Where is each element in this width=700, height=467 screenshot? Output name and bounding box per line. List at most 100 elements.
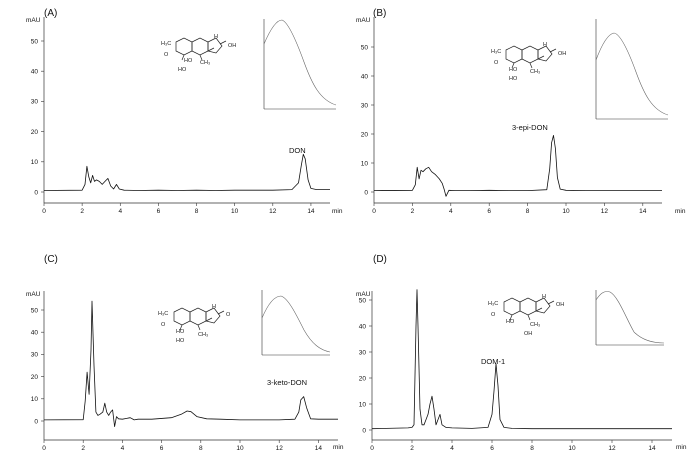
uv-spectrum-inset	[595, 19, 669, 120]
svg-text:H: H	[214, 34, 218, 40]
x-tick-label: 2	[80, 208, 84, 215]
y-tick-label: 30	[31, 99, 39, 106]
svg-text:HO: HO	[176, 338, 185, 344]
y-tick-label: 0	[34, 418, 38, 425]
uv-spectrum-inset	[595, 290, 665, 346]
panel-b: (B) mAU min 3-epi-DON 0 2 4 6 8 10 12 14 0 10 20 30…	[356, 8, 686, 215]
panel-label: (A)	[44, 8, 57, 19]
x-tick-label: 0	[370, 445, 374, 452]
x-tick-label: 0	[42, 208, 46, 215]
y-tick-label: 50	[31, 307, 39, 314]
panel-a: (A) mAU min DON 0 2 4 6 8 10 12 14 0 10 20 30 40 50 H…	[26, 8, 343, 215]
svg-text:H: H	[543, 42, 547, 48]
y-tick-label: 30	[359, 349, 367, 356]
svg-text:H₃C: H₃C	[158, 311, 168, 317]
svg-text:OH: OH	[524, 331, 532, 337]
molecular-structure-icon	[505, 45, 557, 69]
molecular-structure-icon	[503, 297, 555, 321]
x-tick-label: 8	[199, 445, 203, 452]
structure-labels: H₃C O HO HO CH₃ H O	[158, 304, 231, 344]
x-tick-label: 12	[276, 445, 284, 452]
x-axis-label: min	[332, 208, 343, 215]
y-tick-label: 20	[359, 375, 367, 382]
peak-label: DON	[289, 146, 306, 155]
panel-c: (C) mAU min 3-keto-DON 0 2 4 6 8 10 12 14 0 10 20 3…	[26, 254, 344, 452]
x-tick-label: 0	[372, 208, 376, 215]
x-tick-label: 10	[568, 445, 576, 452]
svg-text:HO: HO	[178, 67, 187, 73]
svg-text:H: H	[542, 294, 546, 300]
x-axis-label: min	[676, 444, 687, 451]
molecular-structure-icon	[175, 37, 227, 61]
x-tick-label: 4	[121, 445, 125, 452]
panel-label: (C)	[44, 254, 58, 265]
x-tick-label: 14	[307, 208, 315, 215]
y-axis-label: mAU	[26, 17, 41, 24]
svg-text:HO: HO	[506, 319, 515, 325]
x-tick-label: 8	[530, 445, 534, 452]
y-tick-label: 10	[359, 401, 367, 408]
y-tick-label: 40	[359, 323, 367, 330]
uv-spectrum-inset	[261, 290, 331, 356]
svg-text:O: O	[226, 312, 231, 318]
structure-labels: H₃C O HO OH CH₃ H OH	[488, 294, 564, 337]
svg-text:H₃C: H₃C	[488, 301, 498, 307]
chromatogram-trace	[43, 153, 330, 191]
svg-text:HO: HO	[184, 58, 193, 64]
svg-text:H: H	[212, 304, 216, 310]
x-axis-label: min	[333, 444, 344, 451]
x-tick-label: 6	[487, 208, 491, 215]
ticks-layer: 0 2 4 6 8 10 12 14 0 10 20 30 40 50	[361, 17, 662, 215]
x-tick-label: 4	[450, 445, 454, 452]
y-tick-label: 50	[361, 44, 369, 51]
molecular-structure-icon	[173, 307, 225, 331]
svg-text:H₃C: H₃C	[491, 49, 501, 55]
panel-label: (D)	[373, 254, 387, 265]
x-tick-label: 6	[157, 208, 161, 215]
svg-text:OH: OH	[558, 51, 566, 57]
x-tick-label: 14	[639, 208, 647, 215]
x-tick-label: 8	[526, 208, 530, 215]
svg-text:O: O	[161, 322, 166, 328]
y-tick-label: 50	[31, 38, 39, 45]
svg-text:O: O	[494, 60, 499, 66]
y-tick-label: 0	[362, 427, 366, 434]
svg-text:CH₃: CH₃	[530, 69, 540, 75]
x-axis-label: min	[675, 208, 686, 215]
structure-labels: H₃C O HO HO CH₃ H OH	[491, 42, 566, 82]
svg-text:OH: OH	[228, 43, 236, 49]
structure-labels: H₃C O HO HO CH₃ H OH	[161, 34, 236, 73]
x-tick-label: 0	[42, 445, 46, 452]
y-tick-label: 20	[31, 374, 39, 381]
y-tick-label: 50	[359, 297, 367, 304]
svg-text:HO: HO	[509, 67, 518, 73]
x-tick-label: 4	[118, 208, 122, 215]
x-tick-label: 12	[601, 208, 609, 215]
panel-d: (D) mAU min DOM-1 0 2 4 6 8 10 12 14 0 10 20 30 40 50…	[356, 254, 687, 452]
x-tick-label: 14	[648, 445, 656, 452]
chromatogram-trace	[373, 135, 662, 197]
series-layer	[371, 289, 672, 430]
ticks-layer: 0 2 4 6 8 10 12 14 0 10 20 30 40 50	[359, 291, 672, 452]
svg-text:CH₃: CH₃	[200, 60, 210, 66]
y-tick-label: 40	[31, 69, 39, 76]
panel-label: (B)	[373, 8, 386, 19]
peak-label: DOM-1	[481, 357, 505, 366]
svg-text:HO: HO	[176, 329, 185, 335]
x-tick-label: 14	[315, 445, 323, 452]
x-tick-label: 6	[490, 445, 494, 452]
x-tick-label: 10	[231, 208, 239, 215]
y-tick-label: 20	[31, 129, 39, 136]
x-tick-label: 6	[160, 445, 164, 452]
y-tick-label: 40	[361, 73, 369, 80]
y-tick-label: 0	[364, 189, 368, 196]
chromatogram-trace	[43, 300, 338, 427]
svg-text:H₃C: H₃C	[161, 41, 171, 47]
x-tick-label: 10	[236, 445, 244, 452]
y-axis-label: mAU	[26, 291, 41, 298]
x-tick-label: 2	[411, 208, 415, 215]
series-layer	[43, 153, 330, 191]
y-tick-label: 30	[31, 352, 39, 359]
peak-label: 3-keto-DON	[267, 378, 307, 387]
y-tick-label: 10	[31, 396, 39, 403]
